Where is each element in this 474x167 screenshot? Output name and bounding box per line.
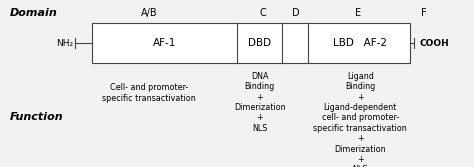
Text: F: F	[421, 8, 427, 18]
Text: COOH: COOH	[419, 39, 449, 48]
Text: C: C	[260, 8, 266, 18]
Text: Ligand
Binding
+
Ligand-dependent
cell- and promoter-
specific transactivation
+: Ligand Binding + Ligand-dependent cell- …	[313, 72, 407, 167]
Text: A/B: A/B	[141, 8, 158, 18]
Text: Function: Function	[9, 112, 63, 122]
Text: Domain: Domain	[9, 8, 57, 18]
Text: E: E	[355, 8, 361, 18]
Text: DNA
Binding
+
Dimerization
+
NLS: DNA Binding + Dimerization + NLS	[234, 72, 285, 133]
Text: D: D	[292, 8, 300, 18]
Bar	[92, 23, 410, 63]
Text: AF-1: AF-1	[153, 38, 176, 48]
Text: NH₂: NH₂	[56, 39, 73, 48]
Text: DBD: DBD	[248, 38, 271, 48]
Text: Cell- and promoter-
specific transactivation: Cell- and promoter- specific transactiva…	[102, 84, 196, 103]
Text: LBD   AF-2: LBD AF-2	[333, 38, 387, 48]
